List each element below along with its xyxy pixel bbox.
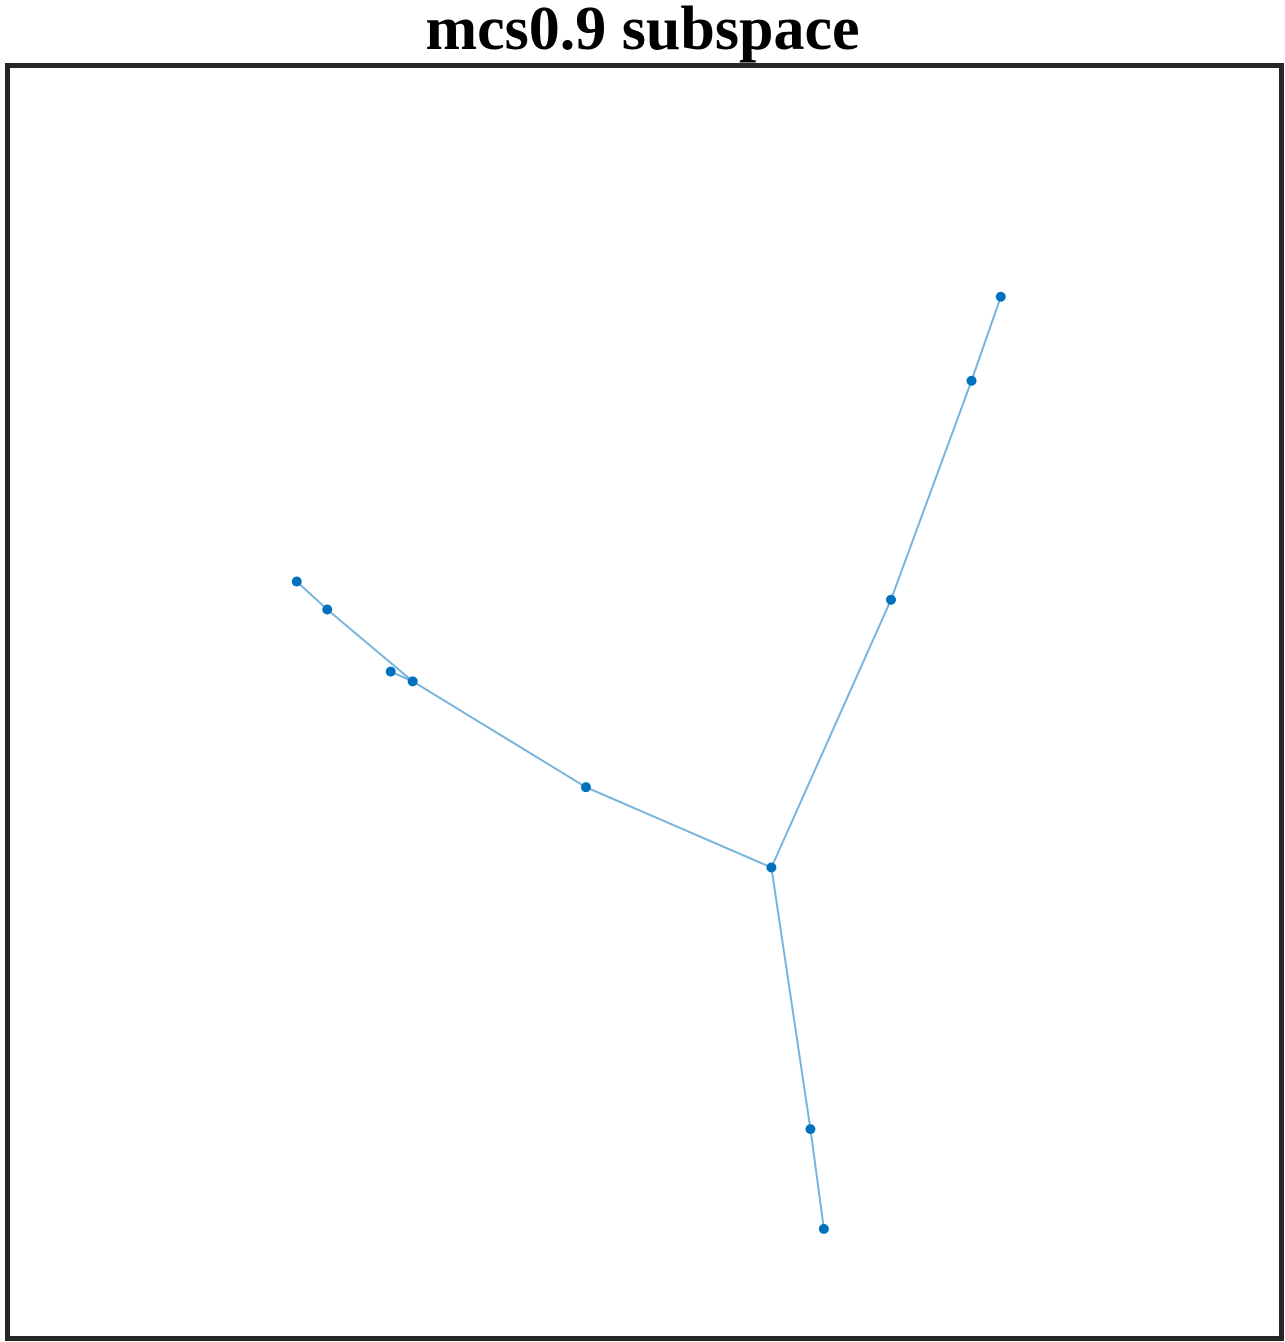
edges-layer [297, 297, 1001, 1229]
graph-edge-n5-n6 [586, 787, 771, 867]
graph-node-n7 [886, 595, 896, 605]
graph-node-n9 [996, 292, 1006, 302]
graph-edge-n4-n5 [413, 681, 586, 787]
graph-edge-n1-n2 [297, 582, 328, 610]
graph-edge-n8-n9 [972, 297, 1001, 381]
graph-node-n1 [292, 577, 302, 587]
graph-node-n6 [766, 862, 776, 872]
nodes-layer [292, 292, 1006, 1234]
graph-node-n3 [386, 667, 396, 677]
graph-node-n8 [967, 376, 977, 386]
graph-node-n4 [408, 676, 418, 686]
graph-node-n2 [322, 605, 332, 615]
graph-edge-n6-n7 [771, 600, 891, 868]
graph-edge-n2-n4 [327, 610, 412, 682]
graph-node-n10 [805, 1124, 815, 1134]
graph-edge-n6-n10 [771, 867, 810, 1129]
graph-node-n11 [819, 1224, 829, 1234]
graph-node-n5 [581, 782, 591, 792]
graph-edge-n7-n8 [891, 381, 972, 600]
graph-edge-n10-n11 [810, 1129, 823, 1229]
